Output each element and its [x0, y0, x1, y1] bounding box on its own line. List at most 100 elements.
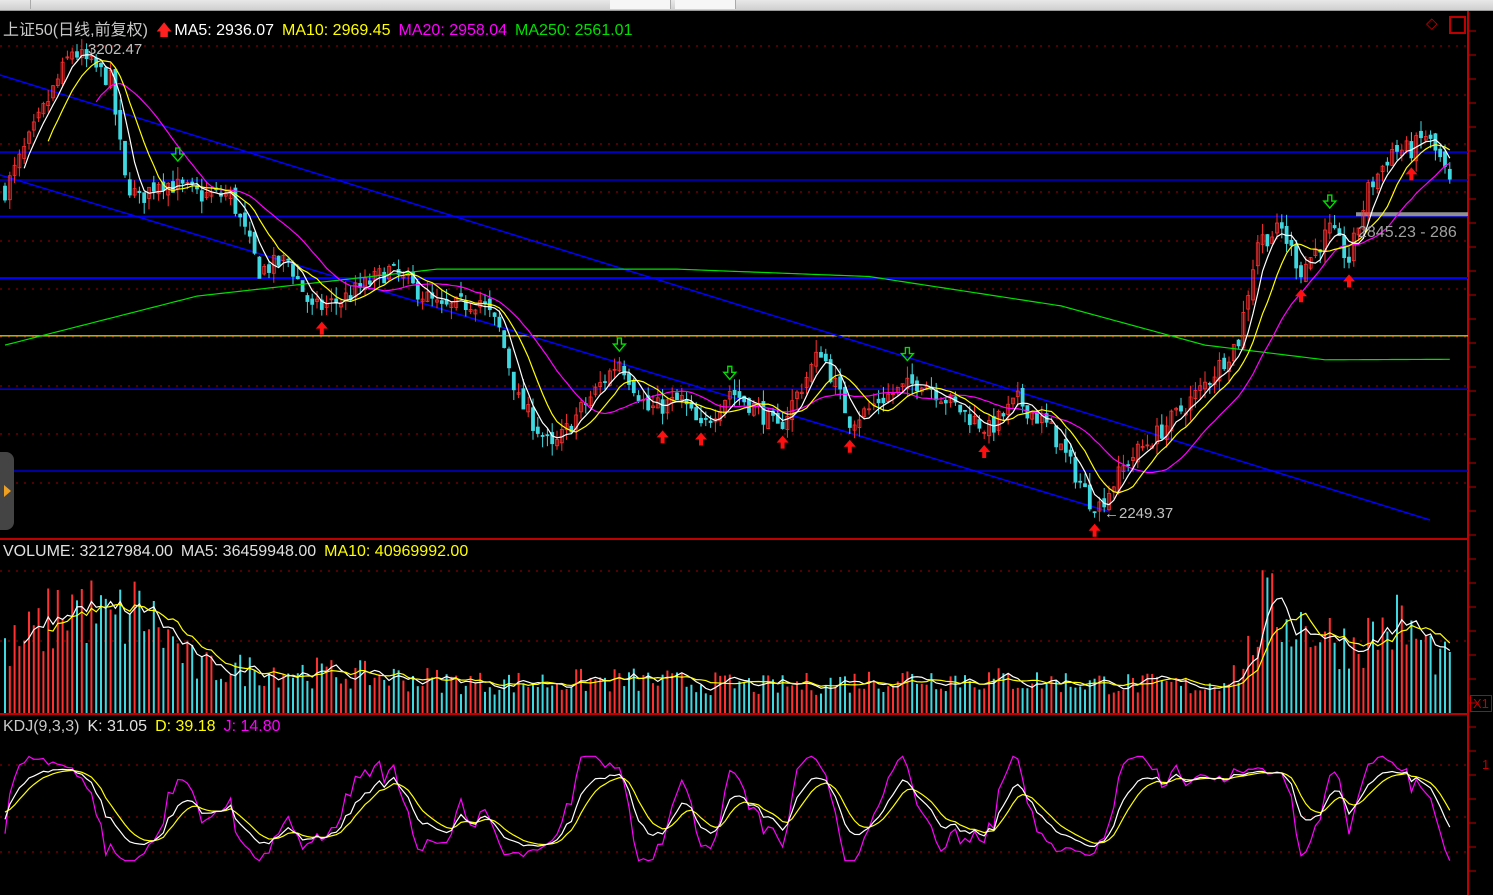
candle-body: [833, 378, 838, 387]
candle: [545, 428, 550, 447]
candle-body: [1174, 407, 1179, 411]
candle: [1107, 485, 1111, 511]
volume-value: VOLUME: 32127984.00: [3, 543, 173, 560]
candle: [780, 412, 785, 430]
candle: [751, 399, 756, 417]
kdj-k-line: [4, 768, 1451, 848]
candle-body: [1366, 182, 1371, 215]
candle-body: [1049, 421, 1054, 424]
toolbar-tab[interactable]: [0, 0, 31, 9]
candle: [27, 130, 31, 150]
candle: [276, 255, 281, 269]
candle-body: [1423, 136, 1428, 141]
candle: [391, 262, 396, 267]
candle: [324, 295, 329, 316]
candle: [171, 170, 175, 193]
candle: [915, 376, 919, 400]
candle: [1126, 460, 1131, 472]
candle-body: [963, 410, 967, 412]
candle-body: [1447, 168, 1452, 180]
candle: [1169, 409, 1174, 441]
diamond-icon[interactable]: ◇: [1426, 15, 1438, 32]
candle: [1039, 406, 1044, 434]
candle-body: [689, 401, 694, 409]
candle-body: [785, 415, 790, 430]
candle: [1025, 405, 1030, 425]
candle: [1121, 454, 1126, 480]
candle-body: [247, 230, 252, 237]
split-view-icon[interactable]: [1449, 16, 1466, 34]
candle: [468, 303, 473, 315]
candle-body: [905, 377, 910, 389]
candle: [12, 156, 17, 184]
candle: [555, 430, 559, 450]
candle-body: [631, 380, 636, 394]
candle-body: [1207, 383, 1212, 385]
candle: [612, 358, 617, 378]
candle-body: [535, 426, 540, 434]
candle-body: [1251, 269, 1255, 301]
candle-body: [31, 121, 36, 131]
candle-body: [699, 417, 703, 424]
candle-body: [751, 402, 756, 416]
kdj-k: K: 31.05: [87, 718, 148, 735]
candle-body: [881, 397, 886, 404]
candle-body: [1145, 444, 1150, 447]
candle: [559, 419, 564, 451]
candle: [55, 73, 60, 88]
kdj-header: KDJ(9,3,3) K: 31.05 D: 39.18 J: 14.80: [3, 718, 289, 736]
candle: [737, 379, 742, 406]
candle: [511, 371, 516, 401]
candle: [214, 182, 219, 193]
buy-arrow-icon: [1295, 289, 1307, 303]
volume-scale-label[interactable]: X1: [1470, 695, 1492, 712]
candle-body: [1299, 265, 1303, 278]
candle-body: [617, 361, 622, 372]
candle: [70, 47, 75, 65]
candle-body: [1188, 396, 1193, 411]
stock-chart[interactable]: [0, 11, 1493, 895]
candle: [1222, 353, 1227, 371]
candle-body: [127, 179, 132, 196]
candle: [1198, 377, 1203, 399]
candle: [828, 354, 833, 384]
candle: [881, 386, 886, 412]
candle-body: [1428, 134, 1433, 139]
candle-body: [775, 412, 780, 424]
toolbar-tab-active[interactable]: [610, 0, 671, 9]
candle: [886, 383, 891, 404]
candle-body: [329, 298, 334, 301]
toolbar-tab[interactable]: [675, 0, 736, 9]
candle: [982, 430, 987, 440]
candle: [103, 65, 108, 86]
candle-body: [708, 420, 713, 423]
candle-body: [847, 416, 852, 428]
candle-body: [243, 212, 247, 227]
candle: [60, 57, 65, 88]
candle-body: [598, 382, 603, 387]
candle: [305, 292, 310, 313]
candle-body: [1217, 360, 1222, 382]
candle: [1246, 290, 1251, 322]
candle: [1438, 145, 1443, 162]
ma5-label: MA5: 2936.07: [174, 22, 274, 39]
candle: [343, 281, 348, 311]
candle-body: [391, 263, 396, 266]
candle-body: [1356, 227, 1361, 236]
candle: [113, 67, 118, 126]
candle: [843, 381, 847, 414]
candle-body: [262, 265, 267, 275]
candle: [262, 264, 267, 276]
candle-body: [876, 398, 881, 404]
candle-body: [468, 309, 473, 312]
candle-body: [886, 393, 891, 402]
candle-body: [1419, 130, 1423, 139]
candle-body: [1135, 443, 1140, 463]
candle: [142, 192, 147, 214]
sidebar-toggle[interactable]: [0, 452, 14, 530]
kdj-j-line: [4, 755, 1451, 862]
candle: [603, 374, 607, 390]
candle: [991, 408, 996, 442]
candle: [420, 291, 425, 310]
candle: [319, 293, 324, 316]
